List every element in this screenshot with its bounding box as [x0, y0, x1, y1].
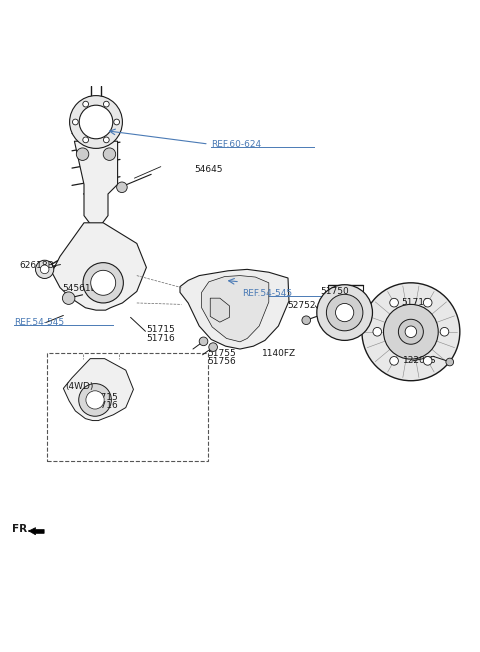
- Circle shape: [79, 383, 111, 416]
- Polygon shape: [63, 359, 133, 421]
- Text: 51755: 51755: [207, 349, 236, 358]
- Polygon shape: [52, 223, 146, 310]
- Text: 51715: 51715: [89, 393, 118, 402]
- Circle shape: [91, 271, 116, 295]
- Circle shape: [209, 343, 217, 351]
- Text: 51712: 51712: [402, 299, 431, 308]
- Text: 52752: 52752: [287, 301, 315, 310]
- Circle shape: [405, 326, 417, 338]
- Text: 1140FZ: 1140FZ: [262, 349, 296, 358]
- Circle shape: [40, 265, 49, 274]
- Text: 62618B: 62618B: [19, 261, 54, 269]
- Text: 51756: 51756: [207, 357, 236, 366]
- Circle shape: [83, 263, 123, 303]
- Circle shape: [103, 148, 116, 160]
- Circle shape: [362, 283, 460, 381]
- Circle shape: [104, 137, 109, 143]
- Circle shape: [86, 391, 104, 409]
- Text: REF.54-545: REF.54-545: [242, 289, 292, 298]
- Text: REF.60-624: REF.60-624: [211, 140, 261, 149]
- Text: 54561D: 54561D: [62, 284, 98, 293]
- Circle shape: [114, 119, 120, 125]
- Circle shape: [36, 260, 54, 278]
- Polygon shape: [202, 276, 269, 342]
- Circle shape: [72, 119, 78, 125]
- Circle shape: [117, 182, 127, 192]
- Text: 51716: 51716: [146, 334, 175, 343]
- Text: FR.: FR.: [12, 524, 31, 533]
- Circle shape: [302, 316, 311, 325]
- Circle shape: [398, 319, 423, 344]
- Circle shape: [326, 294, 363, 331]
- Text: (4WD): (4WD): [65, 381, 93, 391]
- Circle shape: [390, 357, 398, 365]
- Circle shape: [317, 285, 372, 340]
- Text: 51750: 51750: [321, 287, 349, 296]
- Circle shape: [83, 137, 88, 143]
- Text: 1220FS: 1220FS: [403, 356, 437, 365]
- Bar: [47, 353, 208, 462]
- Text: REF.54-545: REF.54-545: [14, 318, 64, 327]
- Circle shape: [440, 327, 449, 336]
- Circle shape: [384, 304, 438, 359]
- Polygon shape: [180, 269, 289, 349]
- Circle shape: [390, 299, 398, 307]
- Polygon shape: [74, 141, 118, 225]
- Circle shape: [104, 101, 109, 107]
- Text: 51715: 51715: [146, 325, 175, 334]
- Circle shape: [79, 105, 113, 139]
- Circle shape: [373, 327, 382, 336]
- Circle shape: [199, 337, 208, 346]
- Circle shape: [62, 292, 75, 304]
- Polygon shape: [210, 298, 229, 322]
- Circle shape: [70, 96, 122, 149]
- Text: 51716: 51716: [89, 401, 118, 410]
- Circle shape: [336, 303, 354, 321]
- Polygon shape: [29, 527, 44, 535]
- Circle shape: [446, 358, 454, 366]
- Circle shape: [423, 357, 432, 365]
- Text: 54645: 54645: [194, 166, 223, 175]
- Circle shape: [76, 148, 89, 160]
- Circle shape: [423, 299, 432, 307]
- Circle shape: [83, 101, 88, 107]
